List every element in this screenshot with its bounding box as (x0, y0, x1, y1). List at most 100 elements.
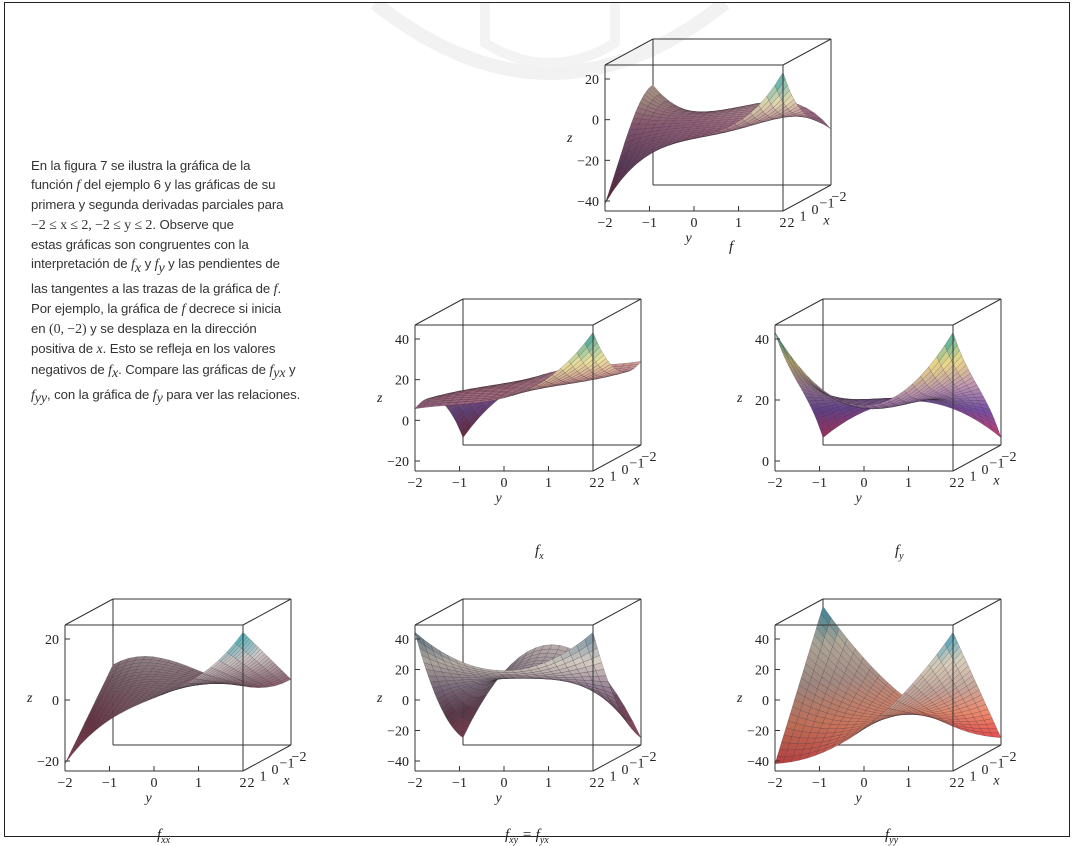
paragraph-line: En la figura 7 se ilustra la gráfica de … (31, 156, 343, 175)
z-tick-label: 0 (402, 694, 409, 709)
x-axis-label: x (632, 774, 640, 789)
x-tick-label: −2 (832, 190, 847, 205)
surface-mesh (775, 606, 1001, 763)
x-tick-label: 0 (622, 763, 629, 778)
y-tick-label: 2 (240, 776, 247, 791)
z-tick-label: −40 (387, 755, 409, 770)
paragraph-line: las tangentes a las trazas de la gráfica… (31, 279, 343, 299)
plot-caption: f (729, 239, 733, 256)
x-tick-label: −2 (1002, 450, 1017, 465)
z-tick-label: 0 (762, 455, 769, 470)
x-tick-label: −2 (1002, 750, 1017, 765)
y-tick-label: 1 (905, 476, 912, 491)
y-tick-label: 0 (861, 476, 868, 491)
x-axis-label: x (992, 474, 1000, 489)
x-tick-label: 0 (622, 463, 629, 478)
y-tick-label: 1 (735, 216, 742, 231)
x-axis-label: x (992, 774, 1000, 789)
z-tick-label: 40 (755, 633, 769, 648)
plot-caption: fxy = fyx (505, 827, 549, 846)
x-tick-label: 1 (800, 210, 807, 225)
z-axis-label: z (736, 391, 743, 406)
surface-mesh (415, 332, 641, 437)
y-tick-label: −2 (408, 776, 423, 791)
paragraph-line: negativos de fx. Compare las gráficas de… (31, 360, 343, 385)
z-tick-label: −40 (747, 755, 769, 770)
x-tick-label: 1 (610, 770, 617, 785)
y-tick-label: 1 (905, 776, 912, 791)
paragraph-line: Por ejemplo, la gráfica de f decrece si … (31, 299, 343, 319)
x-tick-label: 2 (958, 776, 965, 791)
y-tick-label: −1 (812, 776, 827, 791)
paragraph-line: en (0, −2) y se desplaza en la dirección (31, 319, 343, 339)
figure-page: En la figura 7 se ilustra la gráfica de … (4, 2, 1070, 837)
paragraph-line: interpretación de fx y fy y las pendient… (31, 254, 343, 279)
x-tick-label: 2 (248, 776, 255, 791)
z-tick-label: −20 (747, 725, 769, 740)
y-tick-label: 2 (780, 216, 787, 231)
y-tick-label: 0 (151, 776, 158, 791)
x-tick-label: 1 (260, 770, 267, 785)
paragraph-line: −2 ≤ x ≤ 2, −2 ≤ y ≤ 2. Observe que (31, 215, 343, 235)
z-tick-label: 20 (755, 394, 769, 409)
y-tick-label: −1 (102, 776, 117, 791)
paragraph-line: primera y segunda derivadas parciales pa… (31, 195, 343, 214)
x-tick-label: 1 (970, 770, 977, 785)
y-tick-label: 1 (195, 776, 202, 791)
x-tick-label: −2 (642, 750, 657, 765)
plot-caption: fyy (885, 827, 898, 846)
z-tick-label: 0 (592, 114, 599, 129)
x-tick-label: 2 (598, 776, 605, 791)
y-tick-label: −1 (642, 216, 657, 231)
y-axis-label: y (494, 791, 503, 806)
y-tick-label: −2 (768, 476, 783, 491)
y-tick-label: −2 (768, 776, 783, 791)
x-tick-label: 0 (982, 463, 989, 478)
y-axis-label: y (684, 231, 693, 246)
surface-mesh (65, 632, 291, 763)
y-tick-label: −2 (408, 476, 423, 491)
paragraph-line: positiva de x. Esto se refleja en los va… (31, 339, 343, 359)
paragraph-line: función f del ejemplo 6 y las gráficas d… (31, 175, 343, 195)
plot-caption: fx (535, 543, 544, 562)
z-axis-label: z (376, 391, 383, 406)
y-tick-label: −1 (452, 476, 467, 491)
surface-patch (775, 332, 785, 350)
z-tick-label: −40 (577, 195, 599, 210)
z-tick-label: 40 (395, 633, 409, 648)
z-tick-label: 20 (755, 664, 769, 679)
z-tick-label: 0 (52, 694, 59, 709)
x-axis-label: x (632, 474, 640, 489)
y-tick-label: 1 (545, 776, 552, 791)
z-tick-label: 40 (755, 333, 769, 348)
surface-mesh (415, 632, 641, 737)
y-tick-label: −2 (58, 776, 73, 791)
z-tick-label: 20 (585, 73, 599, 88)
plot-caption: fy (895, 543, 904, 562)
y-axis-label: y (494, 491, 503, 506)
z-tick-label: 20 (395, 664, 409, 679)
y-axis-label: y (144, 791, 153, 806)
z-tick-label: −20 (387, 455, 409, 470)
z-axis-label: z (736, 691, 743, 706)
y-tick-label: −2 (598, 216, 613, 231)
z-tick-label: 0 (402, 414, 409, 429)
z-tick-label: 0 (762, 694, 769, 709)
x-tick-label: 0 (812, 203, 819, 218)
x-tick-label: 1 (610, 470, 617, 485)
surface-mesh (775, 332, 1001, 437)
z-axis-label: z (26, 691, 33, 706)
z-tick-label: −20 (577, 154, 599, 169)
y-tick-label: −1 (812, 476, 827, 491)
z-tick-label: 20 (45, 633, 59, 648)
z-tick-label: −20 (387, 725, 409, 740)
